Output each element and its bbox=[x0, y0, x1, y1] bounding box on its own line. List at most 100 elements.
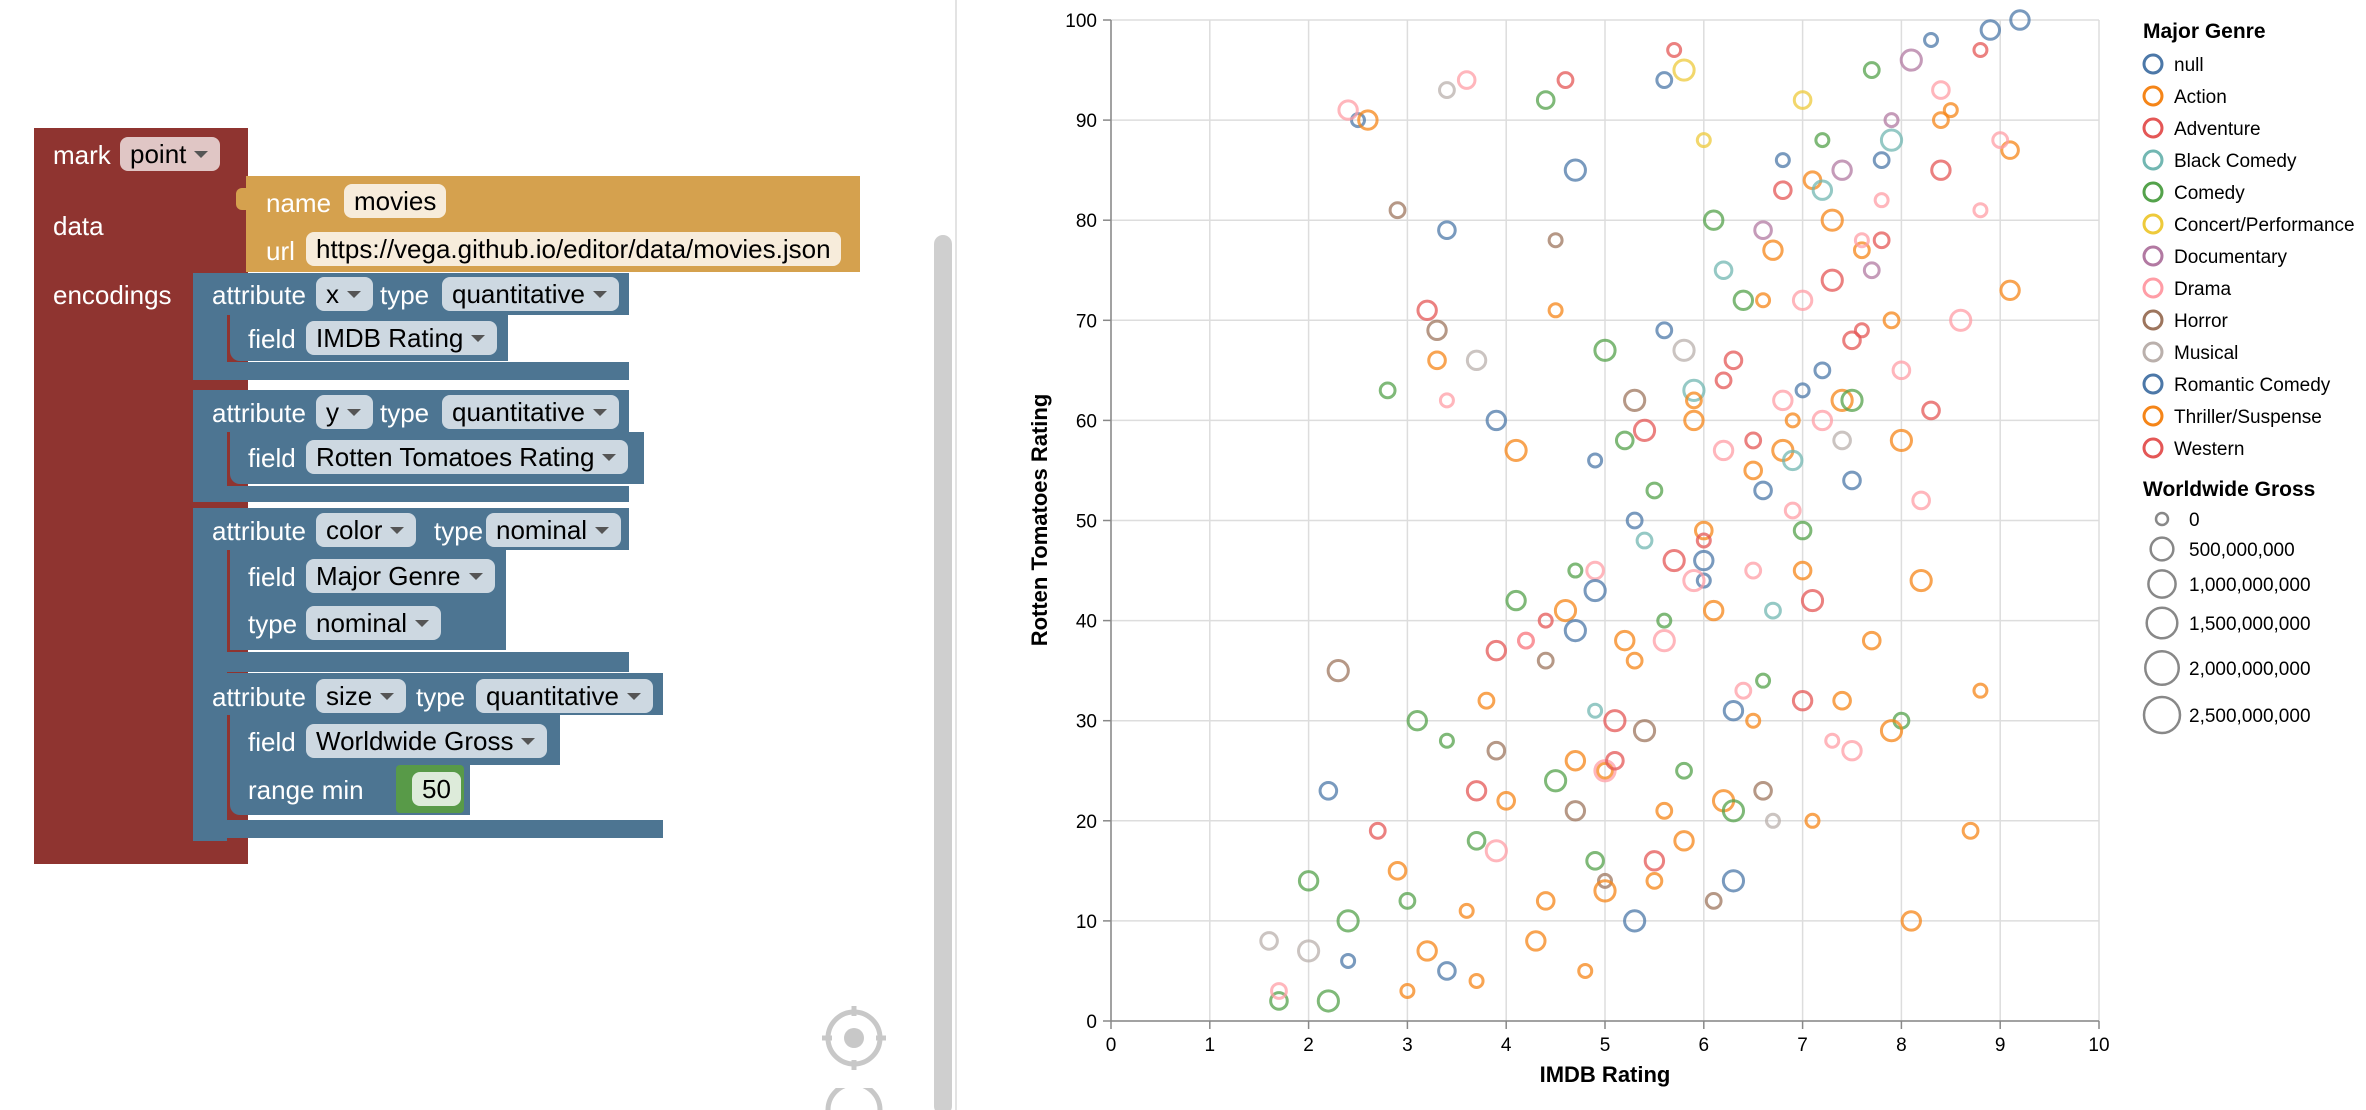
zoom-icon[interactable] bbox=[824, 1088, 884, 1110]
data-point bbox=[1930, 159, 1952, 181]
data-point bbox=[1811, 179, 1834, 201]
y-tick-label: 80 bbox=[1076, 211, 1097, 232]
color-legend-symbol bbox=[2142, 117, 2164, 139]
field-x-label: field bbox=[248, 324, 296, 354]
size-legend-label: 500,000,000 bbox=[2189, 540, 2295, 561]
encoding-size-type-dropdown[interactable]: quantitative bbox=[476, 679, 653, 713]
range-min-input[interactable]: 50 bbox=[412, 772, 461, 806]
data-point bbox=[1486, 740, 1507, 761]
encoding-color-type-label: type bbox=[434, 516, 484, 546]
data-point bbox=[1547, 232, 1564, 249]
data-point bbox=[1900, 910, 1922, 932]
data-point bbox=[1416, 940, 1438, 962]
data-point bbox=[1753, 480, 1773, 501]
field-color-dropdown[interactable]: Major Genre bbox=[306, 559, 495, 593]
workspace-scrollbar[interactable] bbox=[934, 235, 952, 1110]
data-point bbox=[1753, 780, 1773, 801]
data-point bbox=[1458, 902, 1475, 919]
size-legend-symbol bbox=[2154, 511, 2170, 527]
encoding-size-attribute-dropdown[interactable]: size bbox=[316, 679, 407, 713]
encoding-y-type-dropdown[interactable]: quantitative bbox=[442, 395, 619, 429]
blockly-workspace[interactable]: mark point data encodings name movies ur… bbox=[0, 0, 955, 1110]
data-point bbox=[1577, 962, 1594, 979]
data-point bbox=[1831, 159, 1853, 181]
recenter-icon[interactable] bbox=[822, 1006, 886, 1070]
data-url-input[interactable]: https://vega.github.io/editor/data/movie… bbox=[306, 232, 841, 266]
data-point bbox=[1734, 681, 1753, 700]
encoding-x-type-dropdown[interactable]: quantitative bbox=[442, 277, 619, 311]
data-point bbox=[1655, 801, 1674, 820]
data-point bbox=[1883, 112, 1900, 129]
data-point bbox=[1961, 821, 1980, 840]
y-tick-label: 10 bbox=[1076, 912, 1097, 933]
x-tick-label: 7 bbox=[1797, 1035, 1808, 1056]
data-point bbox=[1340, 952, 1357, 969]
data-point bbox=[1889, 428, 1914, 453]
size-legend-label: 2,000,000,000 bbox=[2189, 659, 2311, 680]
data-point bbox=[1862, 261, 1881, 280]
x-tick-label: 8 bbox=[1896, 1035, 1907, 1056]
encoding-color-attribute-dropdown[interactable]: color bbox=[316, 513, 417, 547]
x-tick-label: 0 bbox=[1106, 1035, 1117, 1056]
data-point bbox=[1357, 109, 1379, 131]
field-color-label: field bbox=[248, 562, 296, 592]
encoding-size-type-label: type bbox=[416, 682, 466, 712]
data-point bbox=[1921, 400, 1941, 421]
data-point bbox=[1744, 431, 1763, 450]
color-legend-label: Horror bbox=[2174, 311, 2229, 332]
data-point bbox=[1744, 561, 1763, 580]
encoding-x-attribute-label: attribute bbox=[212, 280, 306, 310]
y-tick-label: 60 bbox=[1076, 411, 1097, 432]
size-legend-label: 0 bbox=[2189, 510, 2200, 531]
color-legend-symbol bbox=[2142, 309, 2164, 331]
encoding-y-attribute-dropdown[interactable]: y bbox=[316, 395, 373, 429]
data-point bbox=[1695, 532, 1712, 549]
x-tick-label: 10 bbox=[2088, 1035, 2109, 1056]
data-point bbox=[1804, 812, 1821, 829]
x-tick-label: 4 bbox=[1501, 1035, 1512, 1056]
y-tick-label: 100 bbox=[1065, 11, 1097, 32]
field-size-label: field bbox=[248, 727, 296, 757]
data-point bbox=[1764, 812, 1781, 829]
field-y-dropdown[interactable]: Rotten Tomatoes Rating bbox=[306, 440, 629, 474]
field-color-type-dropdown[interactable]: nominal bbox=[306, 606, 442, 640]
size-legend-title: Worldwide Gross bbox=[2143, 478, 2315, 501]
data-point bbox=[1820, 268, 1844, 292]
color-legend-label: Musical bbox=[2174, 343, 2238, 364]
field-size-dropdown[interactable]: Worldwide Gross bbox=[306, 724, 548, 758]
data-point bbox=[1585, 560, 1605, 581]
data-point bbox=[1949, 308, 1973, 332]
data-point bbox=[1484, 839, 1508, 863]
data-point bbox=[1932, 111, 1950, 129]
data-point bbox=[1800, 588, 1825, 613]
data-point bbox=[1972, 682, 1989, 699]
data-point bbox=[1820, 208, 1844, 232]
data-point bbox=[1972, 202, 1989, 219]
data-point bbox=[1999, 279, 2021, 301]
mark-type-dropdown[interactable]: point bbox=[120, 137, 221, 171]
mark-label: mark bbox=[53, 140, 111, 170]
encodings-slot-label: encodings bbox=[53, 280, 172, 310]
data-point bbox=[1504, 438, 1528, 463]
data-point bbox=[1297, 870, 1320, 892]
y-tick-label: 30 bbox=[1076, 712, 1097, 733]
data-slot-label: data bbox=[53, 211, 104, 241]
data-point bbox=[1596, 761, 1614, 780]
encoding-x-attribute-dropdown[interactable]: x bbox=[316, 277, 373, 311]
field-x-dropdown[interactable]: IMDB Rating bbox=[306, 321, 498, 355]
data-point bbox=[1873, 192, 1890, 209]
data-point bbox=[1774, 152, 1791, 169]
data-point bbox=[1899, 48, 1923, 72]
data-point bbox=[1655, 71, 1674, 89]
data-point bbox=[1399, 982, 1416, 999]
x-axis-title: IMDB Rating bbox=[1540, 1062, 1671, 1087]
data-name-input[interactable]: movies bbox=[344, 184, 447, 218]
data-point bbox=[1743, 460, 1764, 481]
color-legend-symbol bbox=[2142, 245, 2164, 267]
data-point bbox=[1517, 631, 1535, 650]
size-legend-label: 1,000,000,000 bbox=[2189, 575, 2311, 596]
panel-divider[interactable] bbox=[955, 0, 957, 1110]
data-point bbox=[1723, 350, 1744, 371]
encoding-color-type-dropdown[interactable]: nominal bbox=[486, 513, 622, 547]
